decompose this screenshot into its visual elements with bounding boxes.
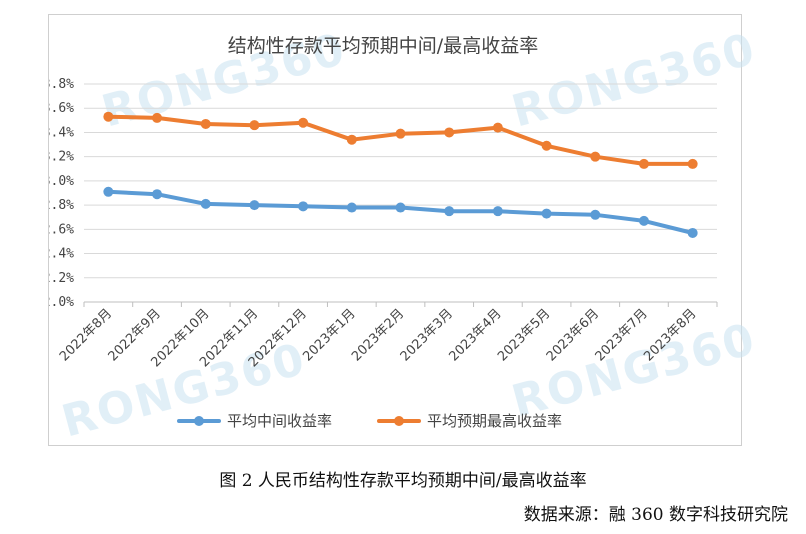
legend-label: 平均预期最高收益率 — [427, 412, 562, 430]
data-point — [687, 227, 698, 238]
data-point — [590, 151, 601, 162]
data-point — [590, 209, 601, 220]
data-point — [249, 120, 260, 131]
data-point — [395, 128, 406, 139]
data-point — [103, 186, 114, 197]
data-point — [687, 158, 698, 169]
y-tick-labels: 2.0% 2.2% 2.4% 2.6% 2.8% 3.0% 3.2% 3.4% 3.6% 3.8% — [49, 77, 74, 310]
y-tick-label: 2.8% — [49, 198, 74, 213]
data-point — [249, 200, 260, 211]
data-point — [492, 122, 503, 133]
line-chart: 结构性存款平均预期中间/最高收益率 2.0% 2.2% 2.4% 2.6% 2.8% 3.… — [49, 35, 718, 430]
data-point — [444, 127, 455, 138]
data-point — [152, 189, 163, 200]
data-point — [638, 158, 649, 169]
y-tick-label: 3.8% — [49, 77, 74, 92]
chart-frame: RONG360 RONG360 RONG360 RONG360 结构性存款平均预… — [48, 14, 761, 447]
legend-swatch-marker — [194, 416, 204, 426]
data-point — [152, 112, 163, 123]
y-tick-label: 2.2% — [49, 271, 74, 286]
y-tick-label: 3.4% — [49, 125, 74, 140]
y-tick-label: 2.6% — [49, 222, 74, 237]
data-point — [103, 111, 114, 122]
data-point — [638, 215, 649, 226]
data-point — [444, 206, 455, 217]
data-point — [346, 134, 357, 145]
y-tick-label: 2.0% — [49, 295, 74, 310]
data-point — [298, 117, 309, 128]
data-point — [395, 202, 406, 213]
figure-caption: 图 2 人民币结构性存款平均预期中间/最高收益率 — [219, 471, 587, 491]
legend: 平均中间收益率 平均预期最高收益率 — [177, 412, 562, 430]
source-note: 数据来源：融 360 数字科技研究院 — [523, 505, 788, 525]
data-point — [298, 201, 309, 212]
data-point — [541, 140, 552, 151]
y-tick-label: 3.0% — [49, 174, 74, 189]
data-point — [492, 206, 503, 217]
data-point — [346, 202, 357, 213]
data-point — [200, 198, 211, 209]
gridlines — [83, 83, 718, 307]
x-tick-labels: 2022年8月2022年9月2022年10月2022年11月2022年12月20… — [57, 306, 700, 370]
y-tick-label: 3.2% — [49, 150, 74, 165]
x-tick-label: 2023年8月 — [641, 306, 699, 364]
legend-label: 平均中间收益率 — [227, 412, 332, 430]
data-point — [541, 208, 552, 219]
data-point — [200, 118, 211, 129]
series-layer — [103, 111, 698, 238]
legend-swatch-marker — [394, 416, 404, 426]
y-tick-label: 2.4% — [49, 247, 74, 262]
chart-title: 结构性存款平均预期中间/最高收益率 — [228, 35, 538, 57]
y-tick-label: 3.6% — [49, 101, 74, 116]
